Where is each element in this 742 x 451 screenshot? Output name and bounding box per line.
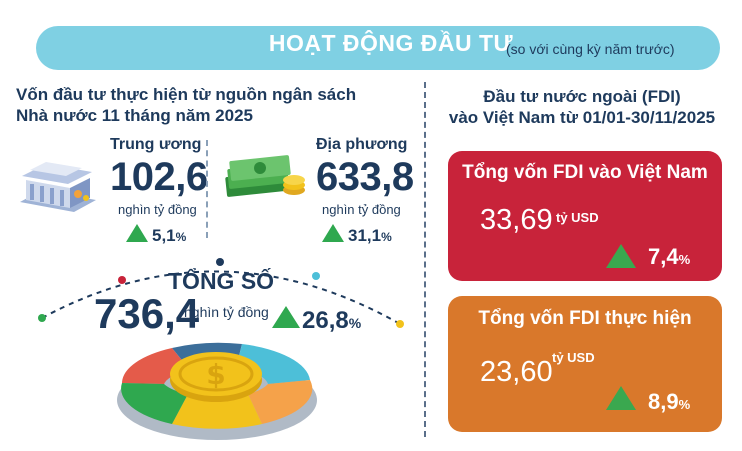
header-banner (36, 26, 720, 70)
fdi-disbursed-value: 23,60 (480, 356, 553, 388)
fdi-disbursed-unit: tỷ USD (552, 350, 595, 365)
svg-text:$: $ (206, 358, 225, 391)
fdi-registered-card (448, 151, 722, 281)
triangle-up-icon (606, 386, 636, 410)
total-value: 736,4 (94, 290, 200, 337)
central-label: Trung ương (110, 136, 202, 153)
page-title: HOẠT ĐỘNG ĐẦU TƯ (268, 30, 514, 56)
budget-title-line1: Vốn đầu tư thực hiện từ nguồn ngân sách (16, 85, 357, 104)
central-change: 5,1% (152, 226, 187, 245)
fdi-registered-value: 33,69 (480, 204, 553, 236)
fdi-registered-label: Tổng vốn FDI vào Việt Nam (462, 162, 708, 183)
government-building-icon (20, 162, 96, 212)
fdi-section-title: Đầu tư nước ngoài (FDI) vào Việt Nam từ … (440, 86, 724, 128)
fdi-title-line2: vào Việt Nam từ 01/01-30/11/2025 (448, 108, 716, 127)
fdi-disbursed-label: Tổng vốn FDI thực hiện (478, 308, 692, 329)
dollar-coin-icon: $ (117, 342, 317, 440)
total-unit: nghìn tỷ đồng (184, 304, 269, 320)
triangle-up-icon (606, 244, 636, 268)
triangle-up-icon (126, 224, 148, 242)
triangle-up-icon (272, 306, 300, 328)
central-unit: nghìn tỷ đồng (118, 202, 197, 217)
budget-separator (206, 140, 208, 238)
local-value: 633,8 (316, 155, 414, 199)
page-subtitle: (so với cùng kỳ năm trước) (506, 41, 675, 57)
local-unit: nghìn tỷ đồng (322, 202, 401, 217)
budget-title-line2: Nhà nước 11 tháng năm 2025 (16, 106, 253, 125)
fdi-registered-change: 7,4% (648, 244, 691, 269)
section-divider (424, 82, 426, 437)
fdi-registered-unit: tỷ USD (556, 210, 599, 225)
decorative-arc (38, 258, 404, 328)
money-stack-icon (225, 155, 305, 197)
budget-section-title: Vốn đầu tư thực hiện từ nguồn ngân sách … (16, 84, 376, 126)
total-change: 26,8% (302, 307, 362, 334)
local-change: 31,1% (348, 226, 392, 245)
central-value: 102,6 (110, 155, 208, 199)
fdi-title-line1: Đầu tư nước ngoài (FDI) (483, 87, 681, 106)
total-label: TỔNG SỐ (168, 268, 275, 294)
fdi-disbursed-card (448, 296, 722, 432)
triangle-up-icon (322, 224, 344, 242)
fdi-disbursed-change: 8,9% (648, 389, 691, 414)
local-label: Địa phương (316, 136, 408, 153)
